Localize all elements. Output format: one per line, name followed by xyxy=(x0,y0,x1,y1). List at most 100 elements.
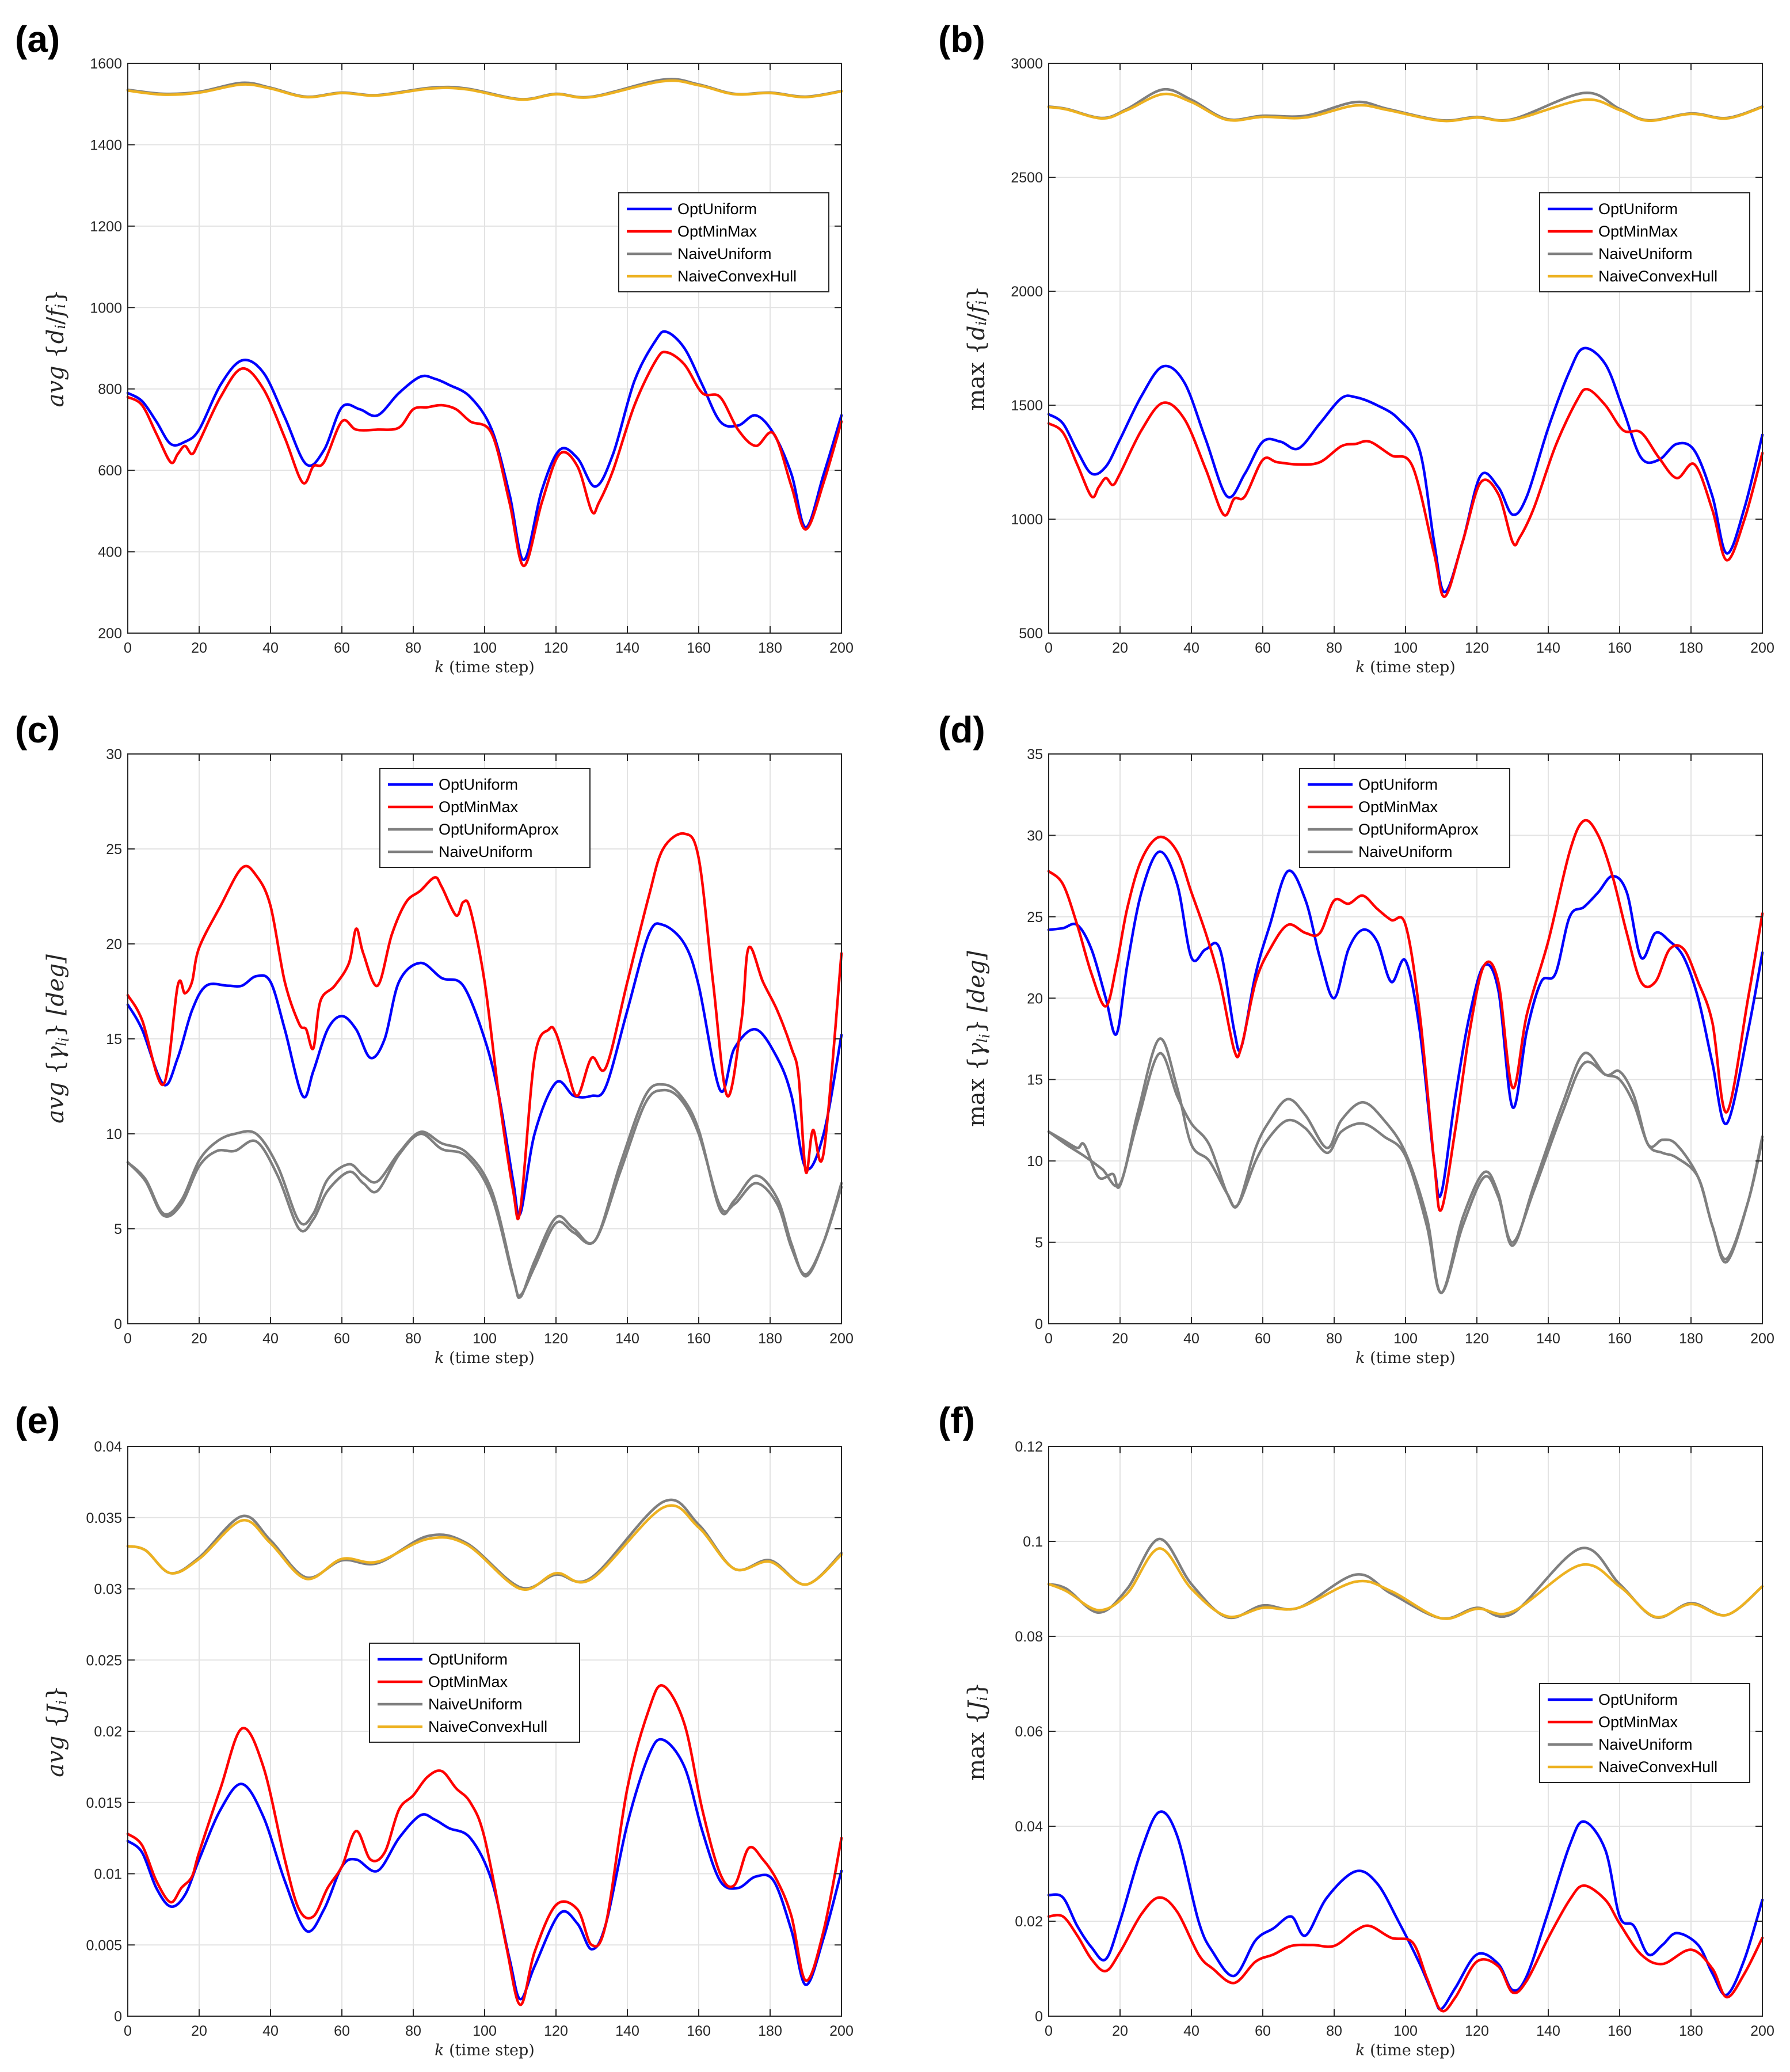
y-axis-label: max {γli} [deg] xyxy=(963,951,993,1127)
x-tick-label: 180 xyxy=(758,1331,782,1347)
x-tick-label: 180 xyxy=(758,640,782,656)
legend-label: OptUniform xyxy=(1598,1691,1678,1708)
y-tick-label: 400 xyxy=(98,544,122,561)
legend-label: OptMinMax xyxy=(428,1673,508,1690)
legend: OptUniform OptMinMax NaiveUniform NaiveConv… xyxy=(618,192,829,292)
x-tick-label: 140 xyxy=(1536,2023,1560,2039)
x-tick-label: 0 xyxy=(124,2023,132,2039)
x-tick-label: 40 xyxy=(1183,1331,1199,1347)
panel-letter: (d) xyxy=(938,709,985,751)
chart-panel-a: (a) 0 20 40 60 80 100 120 140 160 180 200 200 400 600 8… xyxy=(15,18,854,676)
x-tick-label: 20 xyxy=(1112,640,1128,656)
x-tick-label: 160 xyxy=(1608,640,1632,656)
series-line-optminmax xyxy=(1047,1884,1764,2013)
x-axis-label: k (time step) xyxy=(1355,2041,1456,2059)
legend-label: NaiveUniform xyxy=(439,843,533,860)
x-tick-label: 140 xyxy=(615,2023,639,2039)
y-tick-label: 30 xyxy=(1027,828,1043,844)
x-tick-label: 20 xyxy=(191,640,207,656)
y-tick-label: 600 xyxy=(98,463,122,479)
y-tick-label: 0.1 xyxy=(1023,1534,1043,1550)
y-tick-label: 1000 xyxy=(1011,512,1043,528)
x-tick-label: 160 xyxy=(687,2023,711,2039)
y-tick-label: 20 xyxy=(106,936,122,953)
x-axis-label: k (time step) xyxy=(1355,1349,1456,1367)
y-tick-label: 15 xyxy=(106,1031,122,1048)
legend-label: OptMinMax xyxy=(1358,798,1438,816)
x-tick-label: 180 xyxy=(1679,2023,1703,2039)
y-tick-label: 0.02 xyxy=(1015,1914,1043,1930)
y-tick-label: 0.04 xyxy=(1015,1819,1043,1835)
x-tick-label: 120 xyxy=(1465,640,1489,656)
y-tick-label: 0 xyxy=(1035,2009,1043,2025)
x-tick-label: 120 xyxy=(544,2023,568,2039)
legend-label: NaiveConvexHull xyxy=(677,268,797,285)
y-tick-label: 500 xyxy=(1019,626,1043,642)
x-tick-label: 120 xyxy=(544,640,568,656)
series-line-optminmax xyxy=(126,832,843,1221)
y-tick-label: 0 xyxy=(114,2009,122,2025)
y-tick-label: 15 xyxy=(1027,1072,1043,1088)
y-tick-label: 0 xyxy=(1035,1316,1043,1332)
chart-panel-d: (d) 0 20 40 60 80 100 120 140 160 180 200 0 5 10 15 20 25… xyxy=(938,709,1774,1367)
series-line-optminmax xyxy=(1047,387,1764,598)
series-line-naiveconvexhull xyxy=(126,1504,843,1591)
x-tick-label: 120 xyxy=(1465,1331,1489,1347)
x-tick-label: 40 xyxy=(1183,2023,1199,2039)
y-tick-label: 0.08 xyxy=(1015,1629,1043,1645)
x-tick-label: 200 xyxy=(829,2023,854,2039)
legend-label: NaiveUniform xyxy=(1598,1736,1693,1753)
y-tick-label: 35 xyxy=(1027,746,1043,763)
y-tick-label: 1400 xyxy=(90,137,122,153)
y-axis-label: avg {di/fi} xyxy=(43,290,69,407)
x-tick-label: 180 xyxy=(758,2023,782,2039)
x-tick-label: 160 xyxy=(1608,1331,1632,1347)
y-tick-label: 1200 xyxy=(90,219,122,235)
chart-panel-c: (c) 0 20 40 60 80 100 120 140 160 180 200 0 5 10 15 20 25… xyxy=(15,709,854,1367)
x-tick-label: 200 xyxy=(1750,640,1774,656)
x-tick-label: 0 xyxy=(1045,2023,1053,2039)
y-tick-label: 1500 xyxy=(1011,398,1043,414)
y-tick-label: 0.12 xyxy=(1015,1439,1043,1455)
series-line-optuniform xyxy=(126,330,843,561)
y-tick-label: 3000 xyxy=(1011,56,1043,72)
x-tick-label: 140 xyxy=(615,1331,639,1347)
x-tick-label: 0 xyxy=(124,640,132,656)
y-tick-label: 25 xyxy=(106,841,122,858)
series-line-optuniform xyxy=(1047,850,1764,1198)
x-tick-label: 160 xyxy=(687,1331,711,1347)
x-tick-label: 20 xyxy=(1112,2023,1128,2039)
series-line-naiveuniform xyxy=(126,1083,843,1300)
x-tick-label: 20 xyxy=(191,2023,207,2039)
chart-panel-e: (e) 0 20 40 60 80 100 120 140 160 180 200 0 0.005 0.01… xyxy=(15,1400,854,2059)
x-tick-label: 200 xyxy=(829,1331,854,1347)
x-tick-label: 60 xyxy=(1255,1331,1271,1347)
x-tick-label: 120 xyxy=(1465,2023,1489,2039)
y-tick-label: 5 xyxy=(114,1221,122,1237)
x-tick-label: 200 xyxy=(829,640,854,656)
legend-label: OptMinMax xyxy=(1598,223,1678,240)
legend-label: OptUniform xyxy=(428,1651,508,1668)
legend: OptUniform OptMinMax OptUniformAprox NaiveU… xyxy=(1299,768,1510,868)
legend-label: OptUniform xyxy=(439,776,518,793)
legend-label: OptMinMax xyxy=(1598,1713,1678,1731)
series-line-optuniformaprox xyxy=(1047,1037,1764,1294)
x-axis-label: k (time step) xyxy=(435,1349,535,1367)
series-line-optminmax xyxy=(126,351,843,567)
chart-panel-f: (f) 0 20 40 60 80 100 120 140 160 180 200 0 0.02 0.04 0… xyxy=(938,1400,1774,2059)
y-tick-label: 25 xyxy=(1027,909,1043,925)
chart-panel-b: (b) 0 20 40 60 80 100 120 140 160 180 200 500 1000 150… xyxy=(938,18,1774,676)
y-tick-label: 1600 xyxy=(90,56,122,72)
x-tick-label: 100 xyxy=(1393,1331,1418,1347)
x-tick-label: 180 xyxy=(1679,1331,1703,1347)
legend-label: NaiveUniform xyxy=(428,1696,523,1713)
y-tick-label: 5 xyxy=(1035,1235,1043,1251)
series-line-optminmax xyxy=(1047,818,1764,1212)
x-tick-label: 20 xyxy=(191,1331,207,1347)
legend-label: NaiveConvexHull xyxy=(1598,268,1717,285)
x-tick-label: 60 xyxy=(334,2023,350,2039)
x-tick-label: 60 xyxy=(334,1331,350,1347)
panel-letter: (a) xyxy=(15,18,60,60)
x-tick-label: 140 xyxy=(615,640,639,656)
